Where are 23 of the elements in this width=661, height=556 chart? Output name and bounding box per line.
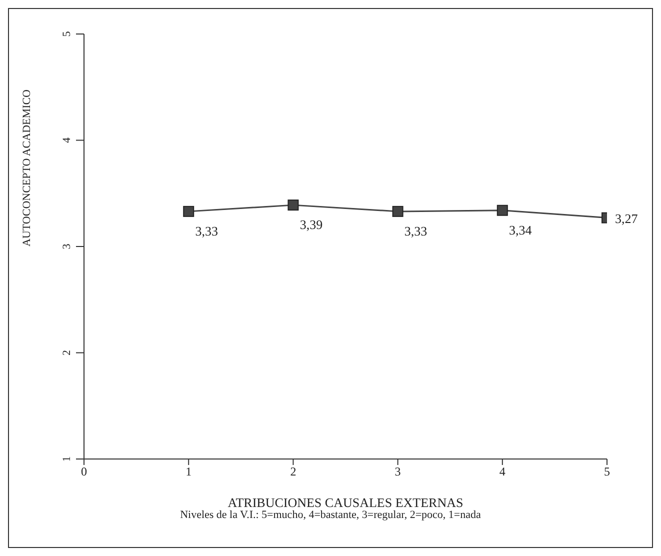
point xyxy=(392,206,404,217)
y-tick-label: 1 xyxy=(61,456,73,462)
x-tick-label: 4 xyxy=(499,464,506,479)
y-tick-label: 4 xyxy=(61,137,73,143)
point xyxy=(288,200,299,211)
y-tick-label: 3 xyxy=(61,243,73,250)
x-tick-label: 5 xyxy=(604,464,610,479)
x-tick-label: 2 xyxy=(290,464,296,479)
text: Niveles de la V.I.: 5=mucho, 4=bastante, 3=regular, 2=poco, 1=nada xyxy=(179,509,482,521)
data-label: 3,27 xyxy=(615,210,638,226)
point xyxy=(496,204,508,216)
x-axis-title: ATRIBUCIONES CAUSALES EXTERNAS xyxy=(228,495,464,510)
x-tick-label: 3 xyxy=(394,464,401,479)
data-label: 3,33 xyxy=(195,223,218,238)
data-label: 3,39 xyxy=(300,217,323,232)
data-label: 3,34 xyxy=(509,222,532,238)
y-tick-label: 5 xyxy=(61,30,73,37)
data-label: 3,33 xyxy=(404,223,428,238)
y-tick-label: 2 xyxy=(61,350,73,356)
y-axis-title: AUTOCONCEPTO ACADEMICO xyxy=(20,89,33,246)
x-tick-label: 1 xyxy=(186,464,192,479)
x-tick-label: 0 xyxy=(81,464,87,479)
point xyxy=(183,206,194,217)
